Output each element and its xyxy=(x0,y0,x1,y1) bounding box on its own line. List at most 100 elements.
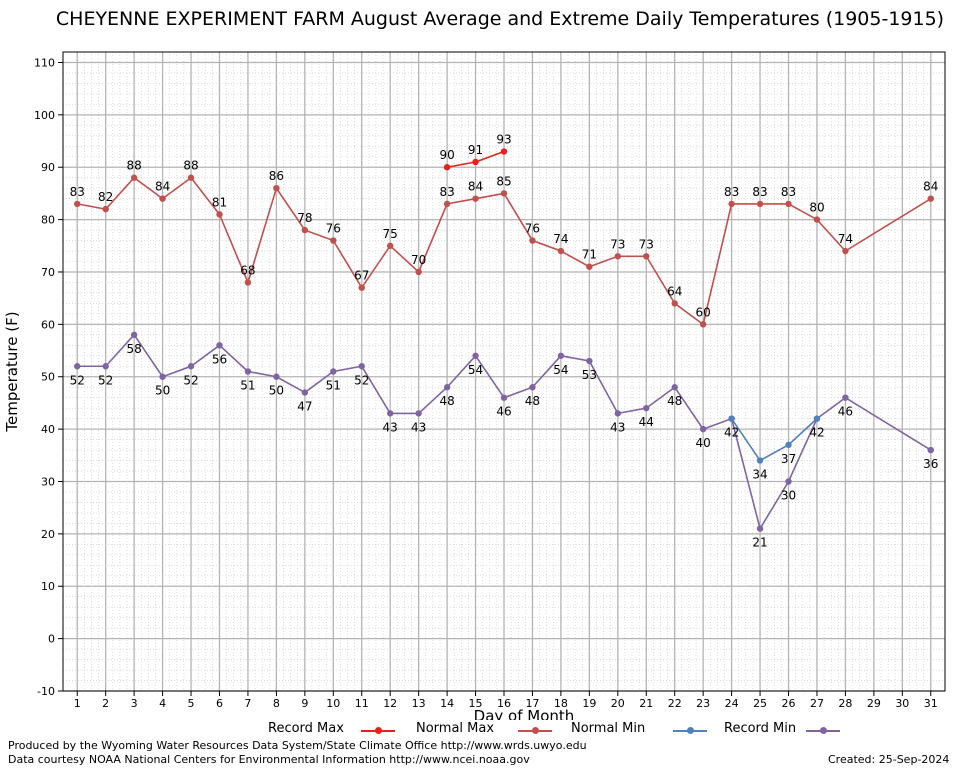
data-point-normal-max xyxy=(358,284,365,291)
data-label-record-min: 30 xyxy=(781,488,796,502)
y-tick-label: 0 xyxy=(48,633,55,646)
data-point-normal-max xyxy=(756,200,764,208)
y-tick-label: 100 xyxy=(34,109,55,122)
data-label-record-min: 44 xyxy=(639,415,654,429)
data-label-record-min: 46 xyxy=(496,405,511,419)
legend-label-record-max: Record Max xyxy=(268,721,344,736)
data-point-record-min xyxy=(187,363,195,370)
data-label-normal-max: 76 xyxy=(525,222,540,236)
data-point-normal-max xyxy=(273,184,280,192)
data-label-normal-max: 83 xyxy=(752,185,767,199)
data-labels-record-min: 52 52 58 50 52 56 51 50 47 51 52 43 43 48 54 46 48 54 53 43… xyxy=(70,342,939,550)
data-label-record-min: 21 xyxy=(752,536,767,550)
data-label-record-min: 51 xyxy=(240,379,255,393)
data-point-record-min xyxy=(586,357,593,365)
x-tick-label: 10 xyxy=(326,697,340,710)
x-tick-label: 13 xyxy=(412,697,426,710)
data-label-normal-max: 73 xyxy=(610,237,625,251)
data-point-record-max xyxy=(472,158,479,166)
x-tick-label: 19 xyxy=(582,697,596,710)
data-label-normal-max: 88 xyxy=(126,159,141,173)
data-label-record-min: 56 xyxy=(212,352,227,366)
x-tick-label: 16 xyxy=(497,697,511,710)
y-axis: -10 0 10 20 30 40 50 60 70 80 90 100 110 xyxy=(34,56,63,698)
data-label-record-max: 93 xyxy=(496,133,511,147)
footer-data-courtesy: Data courtesy NOAA National Centers for … xyxy=(8,753,530,766)
data-point-record-max xyxy=(500,148,508,155)
data-label-record-max: 90 xyxy=(439,148,454,162)
data-label-record-max: 91 xyxy=(468,143,483,157)
data-label-normal-max: 88 xyxy=(183,159,198,173)
x-tick-label: 30 xyxy=(895,697,909,710)
data-point-normal-max xyxy=(386,242,394,249)
data-point-normal-max xyxy=(216,211,223,218)
x-tick-label: 11 xyxy=(355,697,369,710)
data-point-normal-min xyxy=(785,441,792,449)
x-tick-label: 25 xyxy=(753,697,767,710)
data-point-record-min xyxy=(358,363,365,370)
x-tick-label: 7 xyxy=(244,697,251,710)
data-label-normal-max: 84 xyxy=(468,180,483,194)
x-tick-label: 24 xyxy=(725,697,739,710)
major-grid xyxy=(63,52,945,692)
y-tick-label: 60 xyxy=(41,318,55,331)
x-tick-label: 27 xyxy=(810,697,824,710)
data-point-normal-min xyxy=(813,415,821,422)
data-point-record-min xyxy=(671,384,678,391)
data-label-record-min: 53 xyxy=(582,368,597,382)
data-point-normal-max xyxy=(472,195,479,202)
footer-created: Created: 25-Sep-2024 xyxy=(828,753,950,766)
data-point-record-min xyxy=(74,363,81,370)
data-point-normal-max xyxy=(671,300,678,307)
data-labels-normal-max: 83 82 88 84 88 81 68 86 78 76 67 75 70 83 84 85 76 74 71 73… xyxy=(70,159,939,320)
legend-label-normal-max: Normal Max xyxy=(416,721,495,736)
data-point-normal-max xyxy=(785,200,792,208)
data-point-normal-max xyxy=(699,321,707,328)
data-point-record-min xyxy=(785,478,792,485)
x-tick-label: 6 xyxy=(216,697,223,710)
data-labels-normal-min: 34 37 xyxy=(752,452,796,482)
data-point-record-min xyxy=(500,394,508,401)
data-label-record-min: 54 xyxy=(553,363,568,377)
data-label-normal-max: 75 xyxy=(383,227,398,241)
x-tick-label: 18 xyxy=(554,697,568,710)
data-label-normal-max: 86 xyxy=(269,169,284,183)
data-point-record-min xyxy=(557,352,565,359)
x-tick-label: 26 xyxy=(782,697,796,710)
x-tick-label: 1 xyxy=(74,697,81,710)
data-point-normal-max xyxy=(557,247,565,255)
series-record-min xyxy=(74,331,934,532)
data-point-record-min xyxy=(614,410,622,417)
y-tick-label: 80 xyxy=(41,214,55,227)
data-point-normal-max xyxy=(415,268,422,276)
series-line-normal-min xyxy=(730,418,818,462)
data-label-record-min: 48 xyxy=(667,394,682,408)
data-point-record-min xyxy=(386,410,394,417)
data-point-normal-max xyxy=(927,195,934,202)
y-axis-label: Temperature (F) xyxy=(3,311,21,432)
data-point-record-min xyxy=(443,384,451,391)
data-point-record-min xyxy=(699,425,707,433)
data-label-record-min: 54 xyxy=(468,363,483,377)
x-tick-label: 31 xyxy=(924,697,938,710)
data-point-normal-max xyxy=(643,253,650,260)
data-label-normal-max: 81 xyxy=(212,195,227,209)
data-label-record-min: 36 xyxy=(923,457,938,471)
y-tick-label: 10 xyxy=(41,580,55,593)
data-label-record-min: 51 xyxy=(326,379,341,393)
data-label-record-min: 58 xyxy=(126,342,141,356)
y-tick-label: 40 xyxy=(41,423,55,436)
data-point-normal-max xyxy=(301,226,309,234)
data-point-record-max xyxy=(443,164,451,171)
data-point-normal-max xyxy=(443,200,451,208)
data-point-normal-max xyxy=(102,205,109,213)
series-record-max xyxy=(443,148,508,171)
data-label-record-min: 48 xyxy=(525,394,540,408)
data-point-normal-max xyxy=(529,237,536,244)
x-tick-label: 28 xyxy=(838,697,852,710)
data-point-record-min xyxy=(756,525,764,532)
data-label-normal-max: 83 xyxy=(724,185,739,199)
data-label-record-min: 52 xyxy=(70,373,85,387)
y-tick-label: 90 xyxy=(41,161,55,174)
data-label-normal-min: 34 xyxy=(752,468,767,482)
